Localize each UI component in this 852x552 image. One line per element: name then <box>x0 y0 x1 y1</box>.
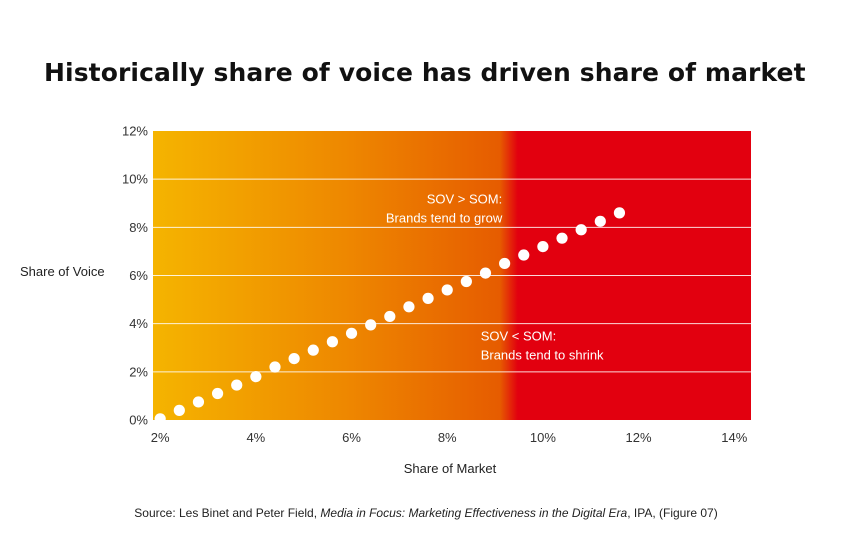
data-point <box>154 413 166 425</box>
data-point <box>211 387 224 400</box>
x-tick-label: 12% <box>626 430 652 445</box>
annotation-line: Brands tend to grow <box>386 210 503 225</box>
data-point <box>345 327 358 339</box>
data-point <box>575 224 587 236</box>
data-point <box>250 371 262 383</box>
data-point <box>518 249 530 261</box>
x-tick-label: 8% <box>438 430 457 445</box>
y-tick-label: 12% <box>122 124 148 139</box>
y-tick-label: 6% <box>129 268 148 283</box>
data-point <box>556 232 568 244</box>
x-tick-label: 14% <box>721 430 747 445</box>
data-point <box>288 352 300 365</box>
y-axis-ticks: 0% 2% 4% 6% 8% 10% 12% <box>122 124 148 428</box>
x-axis-label: Share of Market <box>404 461 497 476</box>
annotation-line: Brands tend to shrink <box>481 348 604 363</box>
data-point <box>307 344 319 356</box>
data-point <box>384 310 396 323</box>
data-points <box>154 207 626 425</box>
x-tick-label: 4% <box>246 430 265 445</box>
data-point <box>422 292 434 304</box>
data-point <box>613 207 626 219</box>
annotation: SOV < SOM: Brands tend to shrink <box>481 329 604 363</box>
source-prefix: Source: Les Binet and Peter Field, <box>134 506 321 520</box>
data-point <box>499 257 511 270</box>
y-tick-label: 4% <box>129 316 148 331</box>
y-tick-label: 10% <box>122 172 148 187</box>
annotations: SOV > SOM: Brands tend to grow SOV < SOM: B… <box>386 191 604 362</box>
x-tick-label: 2% <box>151 430 170 445</box>
x-axis-ticks: 2% 4% 6% 8% 10% 12% 14% <box>151 430 748 445</box>
grid-lines <box>153 178 751 373</box>
y-tick-label: 8% <box>129 220 148 235</box>
annotation: SOV > SOM: Brands tend to grow <box>386 191 503 225</box>
source-suffix: , IPA, (Figure 07) <box>627 506 718 520</box>
data-point <box>192 396 205 408</box>
data-point <box>594 215 606 227</box>
x-tick-label: 10% <box>530 430 556 445</box>
data-point <box>326 336 338 348</box>
data-point <box>537 241 549 253</box>
data-point <box>479 267 492 279</box>
y-axis-label: Share of Voice <box>20 264 105 279</box>
annotation-line: SOV < SOM: <box>481 329 556 344</box>
y-tick-label: 2% <box>129 364 148 379</box>
chart-title: Historically share of voice has driven s… <box>44 58 806 87</box>
source-title: Media in Focus: Marketing Effectiveness … <box>320 506 628 520</box>
data-point <box>365 319 377 331</box>
annotation-line: SOV > SOM: <box>427 191 503 206</box>
data-point <box>269 361 281 373</box>
y-tick-label: 0% <box>129 413 148 428</box>
source-note: Source: Les Binet and Peter Field, Media… <box>0 506 852 520</box>
data-point <box>460 275 472 288</box>
data-point <box>231 379 243 391</box>
data-point <box>403 301 415 313</box>
x-tick-label: 6% <box>342 430 361 445</box>
data-point <box>173 404 185 416</box>
data-point <box>441 284 453 296</box>
